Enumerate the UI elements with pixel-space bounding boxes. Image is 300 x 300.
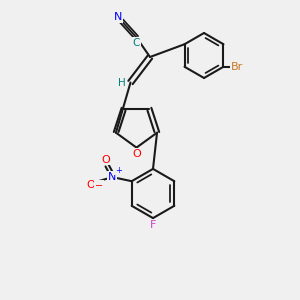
Text: Br: Br [231,62,243,72]
Text: C: C [133,38,140,48]
Text: O: O [132,149,141,159]
Text: −: − [95,181,103,191]
Text: O: O [101,154,110,165]
Text: N: N [108,172,116,182]
Text: N: N [114,12,122,22]
Text: F: F [150,220,156,230]
Text: O: O [86,180,95,190]
Text: +: + [115,166,122,175]
Text: H: H [118,77,125,88]
